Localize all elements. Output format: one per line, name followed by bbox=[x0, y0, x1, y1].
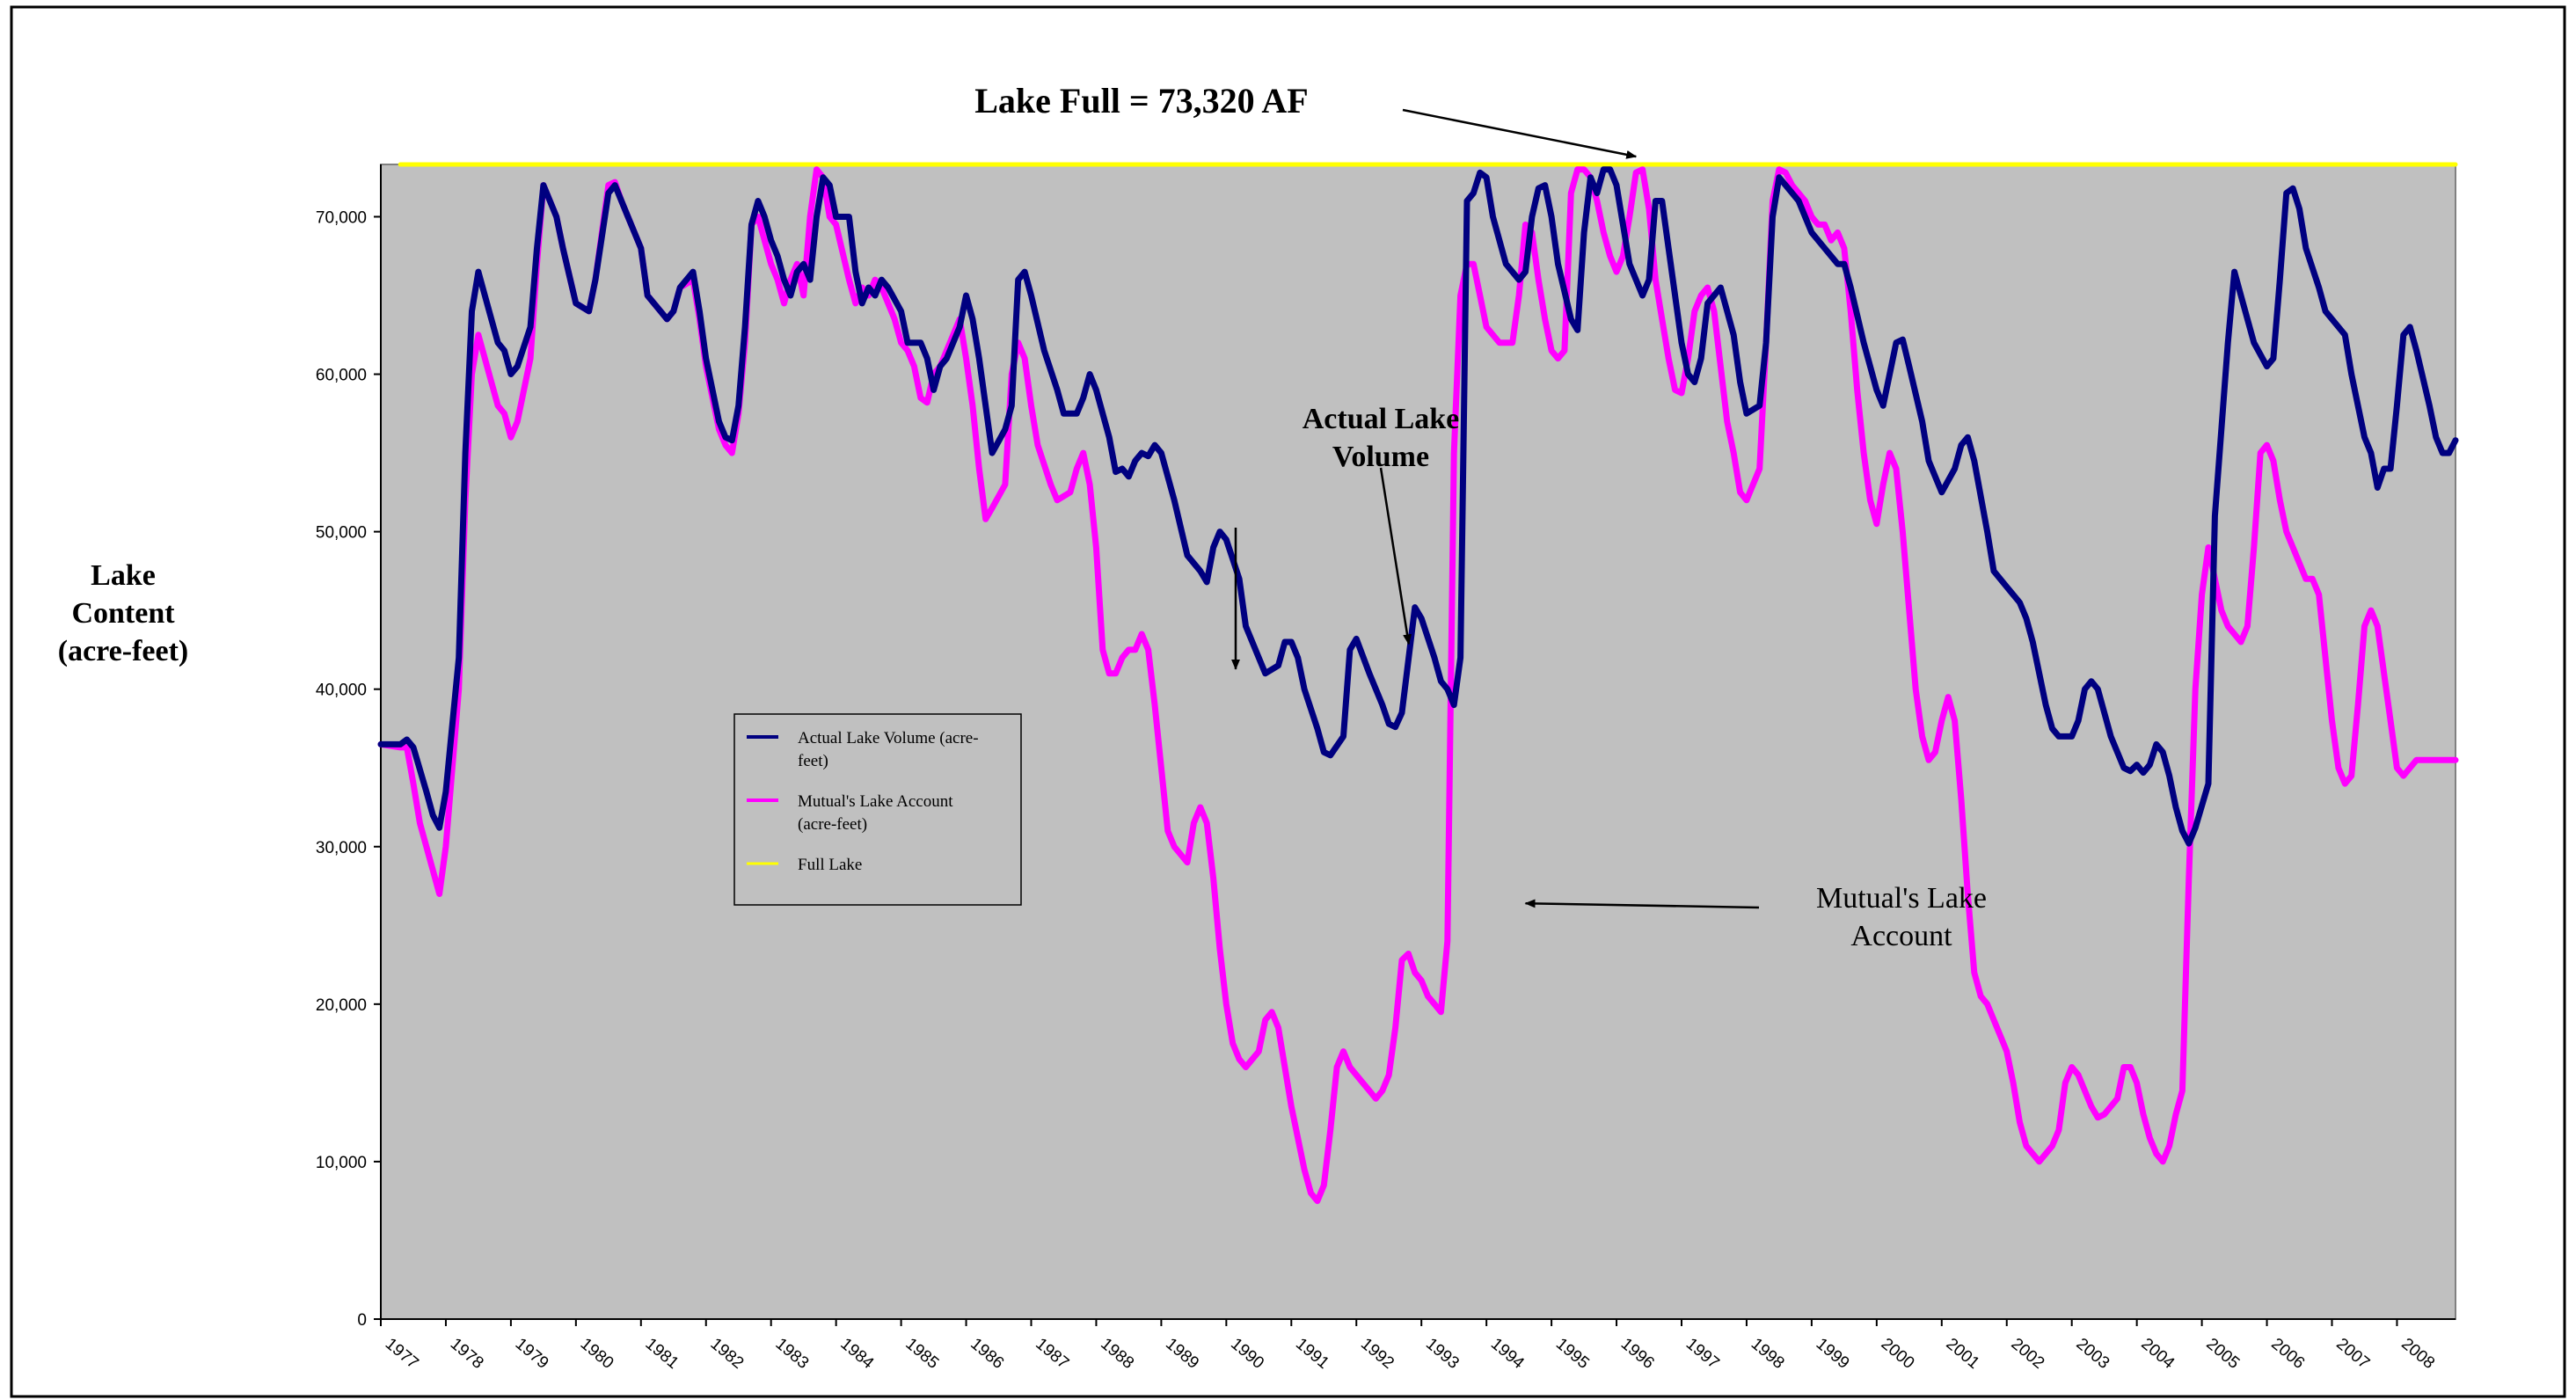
legend-box bbox=[733, 713, 1022, 906]
y-tick-label: 0 bbox=[357, 1311, 367, 1330]
y-tick-label: 30,000 bbox=[316, 839, 367, 857]
annotation-lake-full: Lake Full = 73,320 AF bbox=[974, 81, 1309, 120]
y-tick-label: 70,000 bbox=[316, 208, 367, 227]
annotation-arrow-lake-full bbox=[1402, 108, 1638, 159]
y-axis-label-line: Content bbox=[71, 597, 175, 630]
legend-entry-label: Mutual's Lake Account bbox=[798, 792, 953, 811]
annotation-arrow-mutual-account bbox=[1524, 899, 1760, 909]
annotations: Lake Full = 73,320 AF Actual Lake Volume Mu… bbox=[974, 81, 1987, 952]
y-axis-label-line: Lake bbox=[91, 559, 156, 592]
legend-entry-label: Full Lake bbox=[798, 856, 862, 874]
y-axis-label: Lake Content (acre-feet) bbox=[58, 559, 188, 667]
y-axis-label-line: (acre-feet) bbox=[58, 635, 188, 667]
series-layer bbox=[377, 162, 2459, 1205]
legend: Actual Lake Volume (acre-feet) Mutual's L… bbox=[733, 713, 1022, 906]
y-tick-label: 40,000 bbox=[316, 682, 367, 700]
legend-entry-label: (acre-feet) bbox=[798, 815, 867, 834]
annotation-mutual-account: Account bbox=[1850, 920, 1952, 952]
annotation-arrow-actual-volume bbox=[1379, 467, 1412, 645]
y-tick-label: 50,000 bbox=[316, 524, 367, 543]
annotation-actual-volume: Actual Lake bbox=[1303, 403, 1460, 435]
y-axis: 0 10,000 20,000 30,000 40,000 50,000 60,000 70,… bbox=[316, 164, 382, 1330]
legend-entry-label: feet) bbox=[798, 752, 828, 770]
series-line-mutual-lake-account bbox=[377, 166, 2459, 1205]
annotation-mutual-account: Mutual's Lake bbox=[1816, 882, 1987, 915]
y-tick-label: 20,000 bbox=[316, 996, 367, 1015]
series-line-actual-lake-volume bbox=[377, 166, 2459, 847]
y-tick-label: 60,000 bbox=[316, 367, 367, 385]
y-tick-label: 10,000 bbox=[316, 1154, 367, 1172]
legend-entry-label: Actual Lake Volume (acre- bbox=[798, 729, 979, 747]
annotation-actual-volume: Volume bbox=[1332, 441, 1429, 473]
plot-area bbox=[380, 164, 2456, 1320]
